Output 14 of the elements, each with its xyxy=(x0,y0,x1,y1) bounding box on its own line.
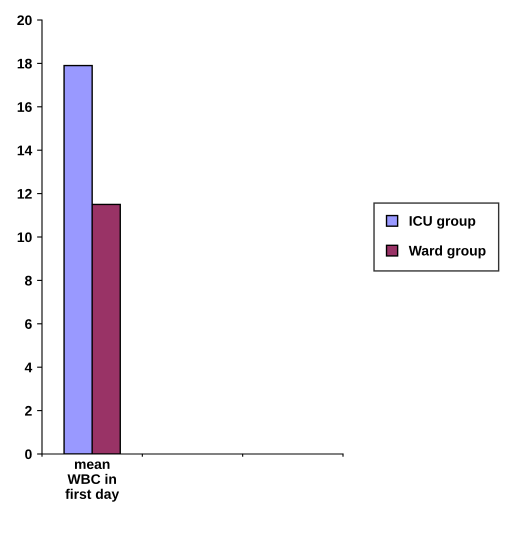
legend-label: ICU group xyxy=(410,216,476,229)
y-tick-label: 8 xyxy=(24,276,32,286)
x-tick-label: mean WBC in first day xyxy=(65,461,120,502)
y-tick-label: 20 xyxy=(17,15,32,26)
y-tick-label: 6 xyxy=(25,319,32,329)
y-tick-label: 16 xyxy=(18,102,32,112)
y-tick-label: 4 xyxy=(24,362,32,372)
y-tick-label: 10 xyxy=(18,232,32,242)
y-tick-label: 2 xyxy=(25,406,32,416)
legend-label: Ward group xyxy=(408,245,486,258)
y-tick-label: 14 xyxy=(18,146,32,156)
y-tick-label: 12 xyxy=(18,188,32,199)
y-tick-label: 18 xyxy=(18,58,32,69)
y-tick-label: 0 xyxy=(25,449,32,460)
